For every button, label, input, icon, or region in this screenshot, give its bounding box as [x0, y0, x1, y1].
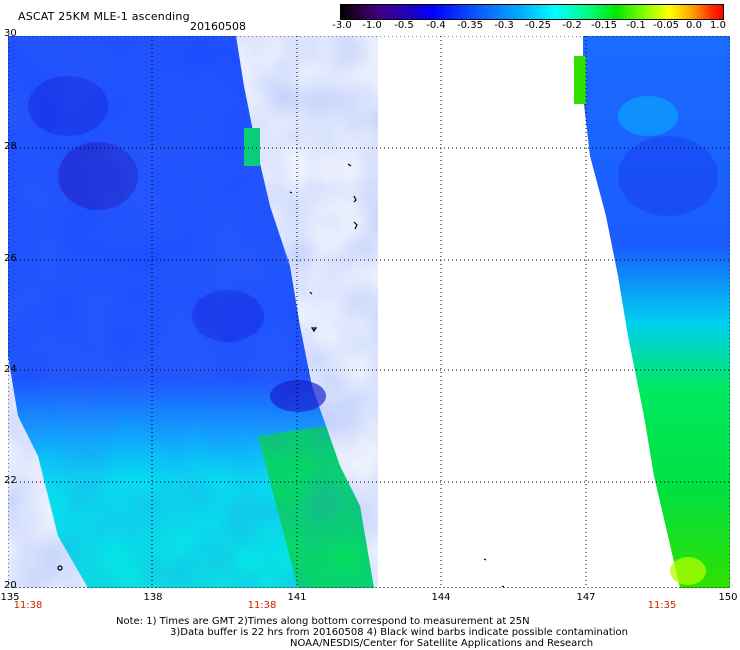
- color-scale-label: -0.3: [494, 20, 514, 31]
- color-scale-label: -0.35: [457, 20, 483, 31]
- latitude-label: 20: [4, 580, 17, 591]
- color-scale-label: -0.5: [394, 20, 414, 31]
- swath-map: [8, 36, 730, 588]
- right-swath-yellow-patch: [670, 557, 706, 585]
- time-label: 11:35: [647, 600, 677, 611]
- grid-lines: [8, 36, 730, 588]
- color-scale-label: -0.1: [626, 20, 646, 31]
- time-label: 11:38: [13, 600, 43, 611]
- latitude-label: 22: [4, 475, 17, 486]
- right-swath-cyan-patch: [618, 96, 678, 136]
- map-title: ASCAT 25KM MLE-1 ascending: [18, 10, 190, 23]
- latitude-label: 24: [4, 364, 17, 375]
- longitude-label: 150: [718, 592, 738, 603]
- color-scale-label: -0.4: [426, 20, 446, 31]
- longitude-label: 147: [576, 592, 596, 603]
- islands: [57, 163, 505, 588]
- color-scale-label: -0.25: [525, 20, 551, 31]
- time-label: 11:38: [247, 600, 277, 611]
- color-scale-label: -1.0: [362, 20, 382, 31]
- left-swath-texture: [8, 36, 378, 588]
- color-scale-label: 1.0: [710, 20, 726, 31]
- color-scale-label: -3.0: [332, 20, 352, 31]
- latitude-label: 28: [4, 141, 17, 152]
- color-scale-label: -0.2: [562, 20, 582, 31]
- footnote-line-1: Note: 1) Times are GMT 2)Times along bot…: [116, 616, 530, 627]
- longitude-label: 135: [0, 592, 20, 603]
- footnote-line-2: 3)Data buffer is 22 hrs from 20160508 4)…: [170, 627, 628, 638]
- map-date: 20160508: [190, 20, 246, 33]
- longitude-label: 138: [143, 592, 163, 603]
- color-scale-label: -0.15: [591, 20, 617, 31]
- color-scale-label: -0.05: [653, 20, 679, 31]
- longitude-label: 141: [287, 592, 307, 603]
- latitude-label: 30: [4, 28, 17, 39]
- color-scale: -3.0 -1.0 -0.5 -0.4 -0.35 -0.3 -0.25 -0.…: [332, 4, 726, 34]
- longitude-label: 144: [431, 592, 451, 603]
- footnote-credit: NOAA/NESDIS/Center for Satellite Applica…: [290, 638, 594, 649]
- color-scale-bar: [340, 4, 724, 20]
- right-swath-green-sliver: [574, 56, 586, 104]
- latitude-label: 26: [4, 253, 17, 264]
- right-swath-dark-core: [618, 136, 718, 216]
- color-scale-label: 0.0: [686, 20, 702, 31]
